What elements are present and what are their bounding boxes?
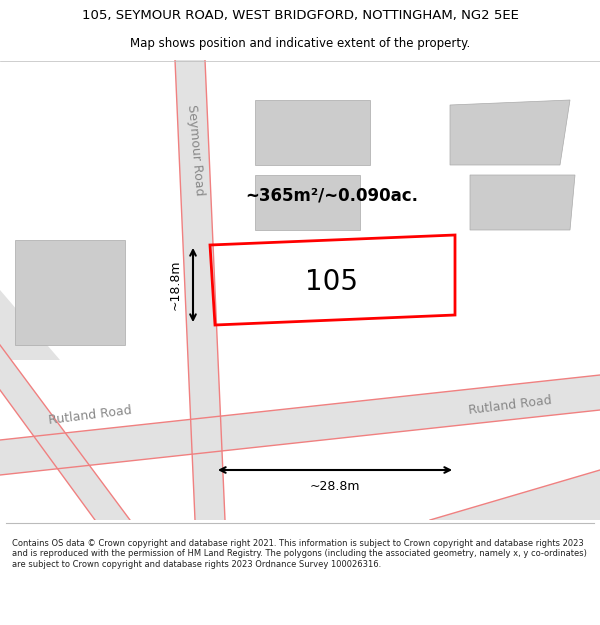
Text: 105: 105 [305,268,359,296]
Polygon shape [430,470,600,520]
Polygon shape [0,375,600,475]
Text: ~28.8m: ~28.8m [310,479,360,492]
Polygon shape [175,60,225,520]
Text: Rutland Road: Rutland Road [467,394,553,416]
Polygon shape [15,240,125,345]
Text: ~365m²/~0.090ac.: ~365m²/~0.090ac. [245,186,419,204]
Text: Rutland Road: Rutland Road [47,404,133,426]
Polygon shape [470,175,575,230]
Text: Contains OS data © Crown copyright and database right 2021. This information is : Contains OS data © Crown copyright and d… [12,539,587,569]
Text: Map shows position and indicative extent of the property.: Map shows position and indicative extent… [130,37,470,50]
Polygon shape [255,175,360,230]
Text: 105, SEYMOUR ROAD, WEST BRIDGFORD, NOTTINGHAM, NG2 5EE: 105, SEYMOUR ROAD, WEST BRIDGFORD, NOTTI… [82,9,518,21]
Polygon shape [0,290,60,360]
Text: ~18.8m: ~18.8m [169,260,182,310]
Polygon shape [0,345,130,520]
Text: Seymour Road: Seymour Road [185,104,205,196]
Polygon shape [450,100,570,165]
Polygon shape [255,100,370,165]
